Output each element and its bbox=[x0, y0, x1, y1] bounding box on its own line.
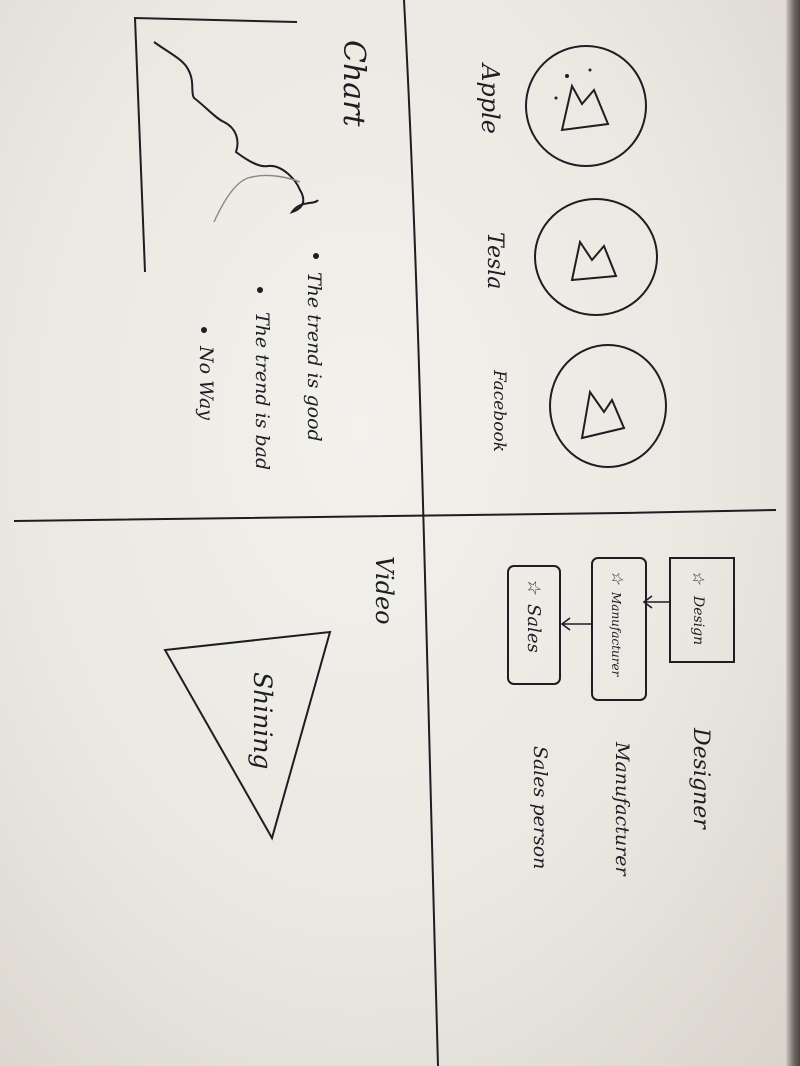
flow-step-manufacturer[interactable]: ☆ Manufacturer bbox=[591, 557, 647, 701]
company-name: Apple bbox=[476, 62, 504, 134]
company-item-facebook[interactable]: Facebook bbox=[489, 344, 667, 468]
play-triangle-icon bbox=[163, 630, 332, 841]
chart-faint-line bbox=[213, 174, 301, 223]
star-icon: ☆ bbox=[608, 570, 627, 586]
mountain-image-icon bbox=[570, 239, 618, 282]
bullet-dot bbox=[201, 327, 207, 333]
company-avatar-circle bbox=[525, 45, 647, 167]
video-player-label: Shining bbox=[248, 672, 277, 769]
process-flow: ☆ Design ☆ Manufacturer ☆ Sales bbox=[507, 557, 735, 701]
flow-step-design[interactable]: ☆ Design bbox=[669, 557, 735, 663]
star-icon: ☆ bbox=[523, 578, 544, 595]
star-icon: ☆ bbox=[689, 570, 708, 586]
flow-arrow bbox=[560, 617, 592, 631]
company-avatar-circle bbox=[549, 344, 667, 468]
role-label-designer: Designer bbox=[688, 727, 713, 830]
company-list: Apple Tesla Facebook bbox=[476, 45, 667, 468]
flow-arrow bbox=[642, 595, 670, 609]
flow-step-label: Sales bbox=[523, 604, 544, 653]
bullet-dot bbox=[313, 253, 319, 259]
company-name: Facebook bbox=[489, 369, 509, 452]
company-name: Tesla bbox=[482, 232, 507, 289]
flow-step-label: Manufacturer bbox=[609, 591, 623, 678]
company-item-apple[interactable]: Apple bbox=[476, 45, 647, 167]
video-title: Video bbox=[370, 556, 398, 625]
role-label-sales-person: Sales person bbox=[529, 746, 551, 869]
horizontal-divider bbox=[13, 509, 777, 522]
flow-step-box bbox=[669, 557, 735, 663]
chart-widget[interactable] bbox=[133, 16, 319, 273]
mountain-image-icon bbox=[580, 389, 626, 440]
company-item-tesla[interactable]: Tesla bbox=[482, 198, 658, 316]
bullet-dot bbox=[257, 287, 263, 293]
bullet-item: The trend is good bbox=[303, 272, 325, 442]
company-avatar-circle bbox=[534, 198, 658, 316]
vertical-divider bbox=[403, 0, 439, 1066]
role-label-manufacturer: Manufacturer bbox=[611, 741, 633, 877]
chart-trend-line bbox=[153, 41, 319, 214]
chart-title: Chart bbox=[336, 40, 371, 128]
video-player[interactable]: Shining bbox=[163, 630, 332, 841]
role-labels: Designer Manufacturer Sales person bbox=[529, 727, 713, 877]
bullet-item: The trend is bad bbox=[251, 312, 273, 470]
mountain-image-icon bbox=[554, 68, 610, 132]
table-edge bbox=[786, 0, 800, 1066]
bullet-item: No Way bbox=[195, 345, 217, 420]
chart-bullet-list: The trend is good The trend is bad No Wa… bbox=[195, 253, 325, 470]
flow-step-box bbox=[507, 565, 561, 685]
flow-step-sales[interactable]: ☆ Sales bbox=[507, 565, 561, 685]
flow-step-box bbox=[591, 557, 647, 701]
flow-step-label: Design bbox=[690, 595, 706, 645]
chart-axes bbox=[133, 16, 298, 273]
